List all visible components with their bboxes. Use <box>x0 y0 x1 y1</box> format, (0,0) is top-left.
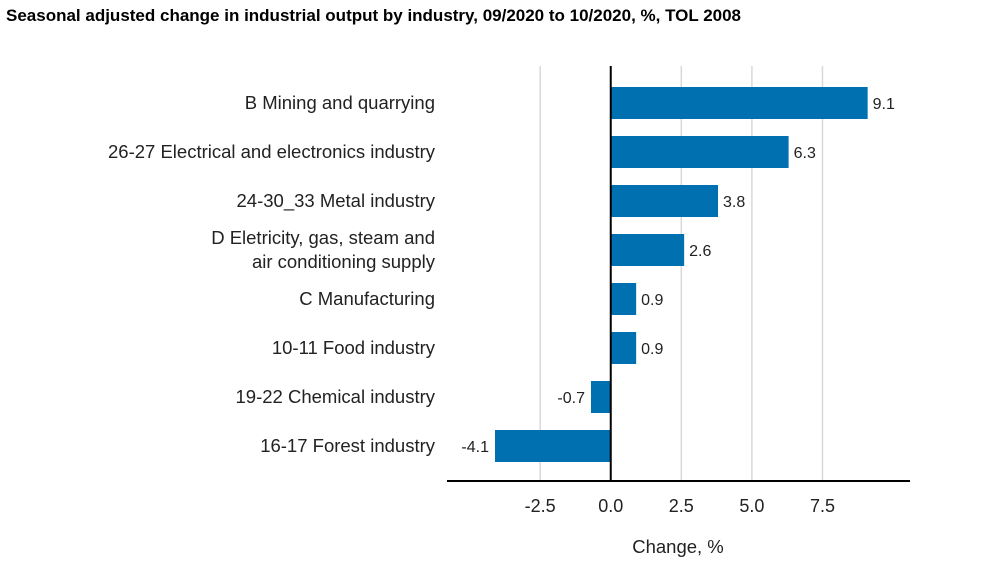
category-label: 10-11 Food industry <box>272 337 436 358</box>
data-label: 0.9 <box>641 341 663 358</box>
category-label: 16-17 Forest industry <box>260 435 436 456</box>
data-label: 9.1 <box>873 96 895 113</box>
data-label: 2.6 <box>689 243 711 260</box>
category-label: D Eletricity, gas, steam and <box>211 227 435 248</box>
category-label: 19-22 Chemical industry <box>236 386 436 407</box>
x-tick-label: 0.0 <box>598 496 623 516</box>
data-label: 6.3 <box>794 145 816 162</box>
chart-title: Seasonal adjusted change in industrial o… <box>6 6 742 25</box>
bar <box>590 381 611 413</box>
category-label: C Manufacturing <box>299 288 435 309</box>
x-tick-label: 2.5 <box>669 496 694 516</box>
x-tick-label: -2.5 <box>525 496 556 516</box>
bar <box>610 234 685 266</box>
bar <box>610 332 637 364</box>
category-label: 24-30_33 Metal industry <box>237 190 436 212</box>
bar <box>610 136 789 168</box>
data-label: -4.1 <box>461 439 489 456</box>
data-label: 3.8 <box>723 194 745 211</box>
data-label: 0.9 <box>641 292 663 309</box>
bar <box>610 87 868 119</box>
x-tick-label: 7.5 <box>810 496 835 516</box>
bar <box>610 283 637 315</box>
data-label: -0.7 <box>557 390 585 407</box>
category-label: air conditioning supply <box>252 251 436 272</box>
category-label: B Mining and quarrying <box>245 92 435 113</box>
x-tick-label: 5.0 <box>739 496 764 516</box>
bar <box>494 430 611 462</box>
bar <box>610 185 719 217</box>
category-label: 26-27 Electrical and electronics industr… <box>108 141 436 162</box>
x-axis-label: Change, % <box>632 536 724 557</box>
